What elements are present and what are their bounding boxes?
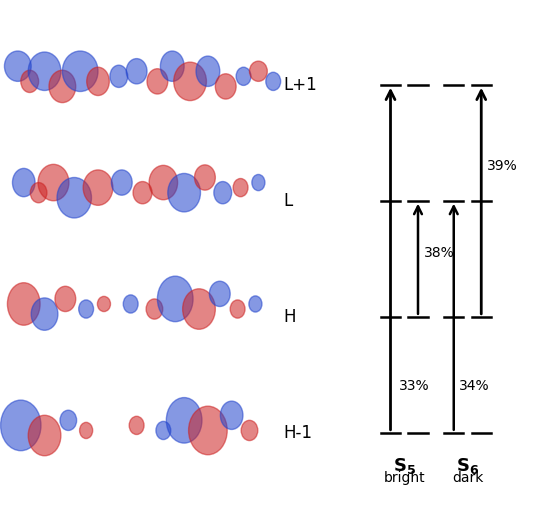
Ellipse shape [87, 67, 109, 95]
Ellipse shape [13, 169, 35, 197]
Ellipse shape [126, 58, 147, 84]
Text: L+1: L+1 [283, 76, 317, 94]
Ellipse shape [133, 181, 152, 204]
Ellipse shape [4, 51, 31, 81]
Ellipse shape [156, 422, 171, 440]
Ellipse shape [38, 164, 69, 201]
Ellipse shape [183, 289, 216, 329]
Ellipse shape [215, 74, 236, 99]
Ellipse shape [210, 281, 230, 307]
Ellipse shape [110, 65, 128, 87]
Text: bright: bright [383, 471, 425, 485]
Ellipse shape [28, 52, 61, 91]
Ellipse shape [1, 400, 41, 451]
Ellipse shape [60, 410, 76, 431]
Ellipse shape [166, 397, 202, 443]
Ellipse shape [49, 70, 76, 103]
Ellipse shape [250, 61, 267, 81]
Ellipse shape [111, 170, 132, 195]
Ellipse shape [149, 165, 178, 200]
Ellipse shape [123, 295, 138, 313]
Ellipse shape [83, 170, 113, 206]
Ellipse shape [230, 300, 245, 318]
Text: dark: dark [452, 471, 483, 485]
Text: L: L [283, 192, 293, 210]
Ellipse shape [214, 181, 232, 204]
Ellipse shape [55, 286, 76, 311]
Ellipse shape [8, 282, 40, 325]
Ellipse shape [221, 401, 243, 430]
Ellipse shape [249, 296, 262, 312]
Ellipse shape [266, 72, 280, 91]
Text: H-1: H-1 [283, 424, 312, 442]
Ellipse shape [146, 299, 163, 319]
Ellipse shape [189, 406, 227, 455]
Ellipse shape [28, 415, 61, 456]
Text: $\mathbf{S_5}$: $\mathbf{S_5}$ [393, 456, 416, 476]
Ellipse shape [62, 51, 98, 92]
Ellipse shape [236, 67, 251, 85]
Ellipse shape [30, 182, 47, 203]
Ellipse shape [195, 165, 215, 190]
Ellipse shape [168, 173, 200, 212]
Ellipse shape [80, 422, 92, 438]
Ellipse shape [129, 416, 144, 434]
Ellipse shape [31, 298, 58, 330]
Ellipse shape [161, 51, 184, 81]
Ellipse shape [241, 421, 258, 441]
Text: $\mathbf{S_6}$: $\mathbf{S_6}$ [456, 456, 479, 476]
Ellipse shape [196, 56, 220, 86]
Ellipse shape [57, 178, 91, 218]
Text: 38%: 38% [424, 246, 454, 260]
Text: 34%: 34% [459, 379, 490, 393]
Ellipse shape [21, 70, 38, 93]
Ellipse shape [97, 296, 111, 311]
Text: 33%: 33% [399, 379, 430, 393]
Ellipse shape [174, 62, 206, 101]
Ellipse shape [252, 174, 265, 191]
Ellipse shape [157, 276, 193, 321]
Text: 39%: 39% [487, 159, 518, 173]
Text: H: H [283, 308, 296, 326]
Ellipse shape [79, 300, 94, 318]
Ellipse shape [233, 179, 248, 197]
Ellipse shape [147, 69, 168, 94]
